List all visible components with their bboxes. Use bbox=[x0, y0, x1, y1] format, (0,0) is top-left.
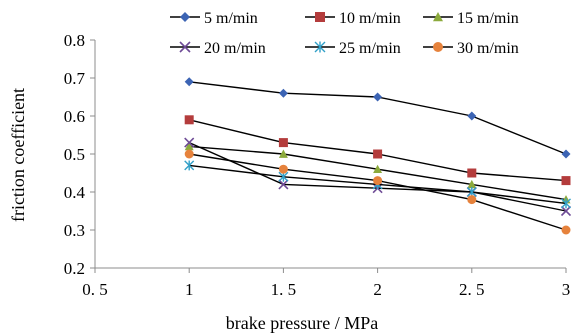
y-tick-label: 0.6 bbox=[64, 107, 85, 126]
data-point bbox=[561, 198, 571, 209]
data-point bbox=[561, 225, 571, 235]
y-tick-label: 0.7 bbox=[64, 69, 86, 88]
x-tick-label: 3 bbox=[562, 280, 571, 299]
data-point bbox=[278, 179, 289, 190]
legend-label: 25 m/min bbox=[339, 40, 401, 57]
legend-label: 15 m/min bbox=[457, 10, 519, 27]
x-tick-label: 2. 5 bbox=[459, 280, 485, 299]
data-point bbox=[278, 88, 288, 98]
series-5 bbox=[184, 149, 571, 235]
axes: 0.2 0.3 0.4 0.5 0.6 0.7 0.8 0. 5 1 1. 5 2 2. 5 3 bbox=[64, 31, 571, 299]
legend-label: 10 m/min bbox=[339, 10, 401, 27]
data-point bbox=[184, 160, 195, 171]
y-tick-label: 0.5 bbox=[64, 145, 85, 164]
data-point bbox=[373, 176, 383, 186]
data-point bbox=[561, 149, 571, 159]
legend-label: 20 m/min bbox=[204, 40, 266, 57]
series-0 bbox=[184, 77, 571, 159]
legend-marker bbox=[433, 42, 443, 52]
data-point bbox=[467, 168, 477, 178]
x-axis-title: brake pressure / MPa bbox=[226, 313, 378, 333]
data-point bbox=[373, 92, 383, 102]
x-tick-label: 2 bbox=[373, 280, 382, 299]
data-point bbox=[467, 111, 477, 121]
legend-item: 15 m/min bbox=[423, 10, 519, 27]
x-tick-label: 1. 5 bbox=[271, 280, 297, 299]
legend-marker bbox=[314, 41, 326, 53]
legend: 5 m/min 10 m/min 15 m/min 20 m/min 25 m/min 3… bbox=[170, 10, 519, 57]
legend-item: 5 m/min bbox=[170, 10, 258, 27]
data-point bbox=[184, 149, 194, 159]
data-point bbox=[278, 149, 288, 158]
data-point bbox=[373, 164, 383, 174]
legend-item: 25 m/min bbox=[305, 40, 401, 57]
y-tick-label: 0.3 bbox=[64, 221, 85, 240]
data-point bbox=[184, 141, 194, 151]
data-point bbox=[184, 137, 195, 148]
legend-label: 30 m/min bbox=[457, 40, 519, 57]
y-axis-title: friction coefficient bbox=[8, 88, 28, 222]
data-point bbox=[373, 149, 383, 159]
legend-marker bbox=[315, 12, 325, 22]
legend-item: 10 m/min bbox=[305, 10, 401, 27]
legend-marker bbox=[180, 12, 190, 22]
legend-marker bbox=[179, 41, 191, 53]
data-point bbox=[467, 179, 477, 189]
x-tick-label: 0. 5 bbox=[82, 280, 108, 299]
x-tick-label: 1 bbox=[185, 280, 194, 299]
legend-item: 30 m/min bbox=[423, 40, 519, 57]
legend-label: 5 m/min bbox=[204, 10, 258, 27]
data-point bbox=[278, 164, 288, 174]
series-lines bbox=[184, 77, 571, 235]
data-point bbox=[184, 115, 194, 125]
series-1 bbox=[184, 115, 571, 186]
data-point bbox=[467, 195, 477, 205]
legend-marker bbox=[433, 12, 443, 22]
legend-item: 20 m/min bbox=[170, 40, 266, 57]
data-point bbox=[560, 205, 571, 217]
y-tick-label: 0.2 bbox=[64, 259, 85, 278]
y-tick-label: 0.8 bbox=[64, 31, 85, 50]
data-point bbox=[561, 176, 571, 186]
data-point bbox=[278, 138, 288, 148]
y-tick-label: 0.4 bbox=[64, 183, 86, 202]
data-point bbox=[184, 77, 194, 87]
